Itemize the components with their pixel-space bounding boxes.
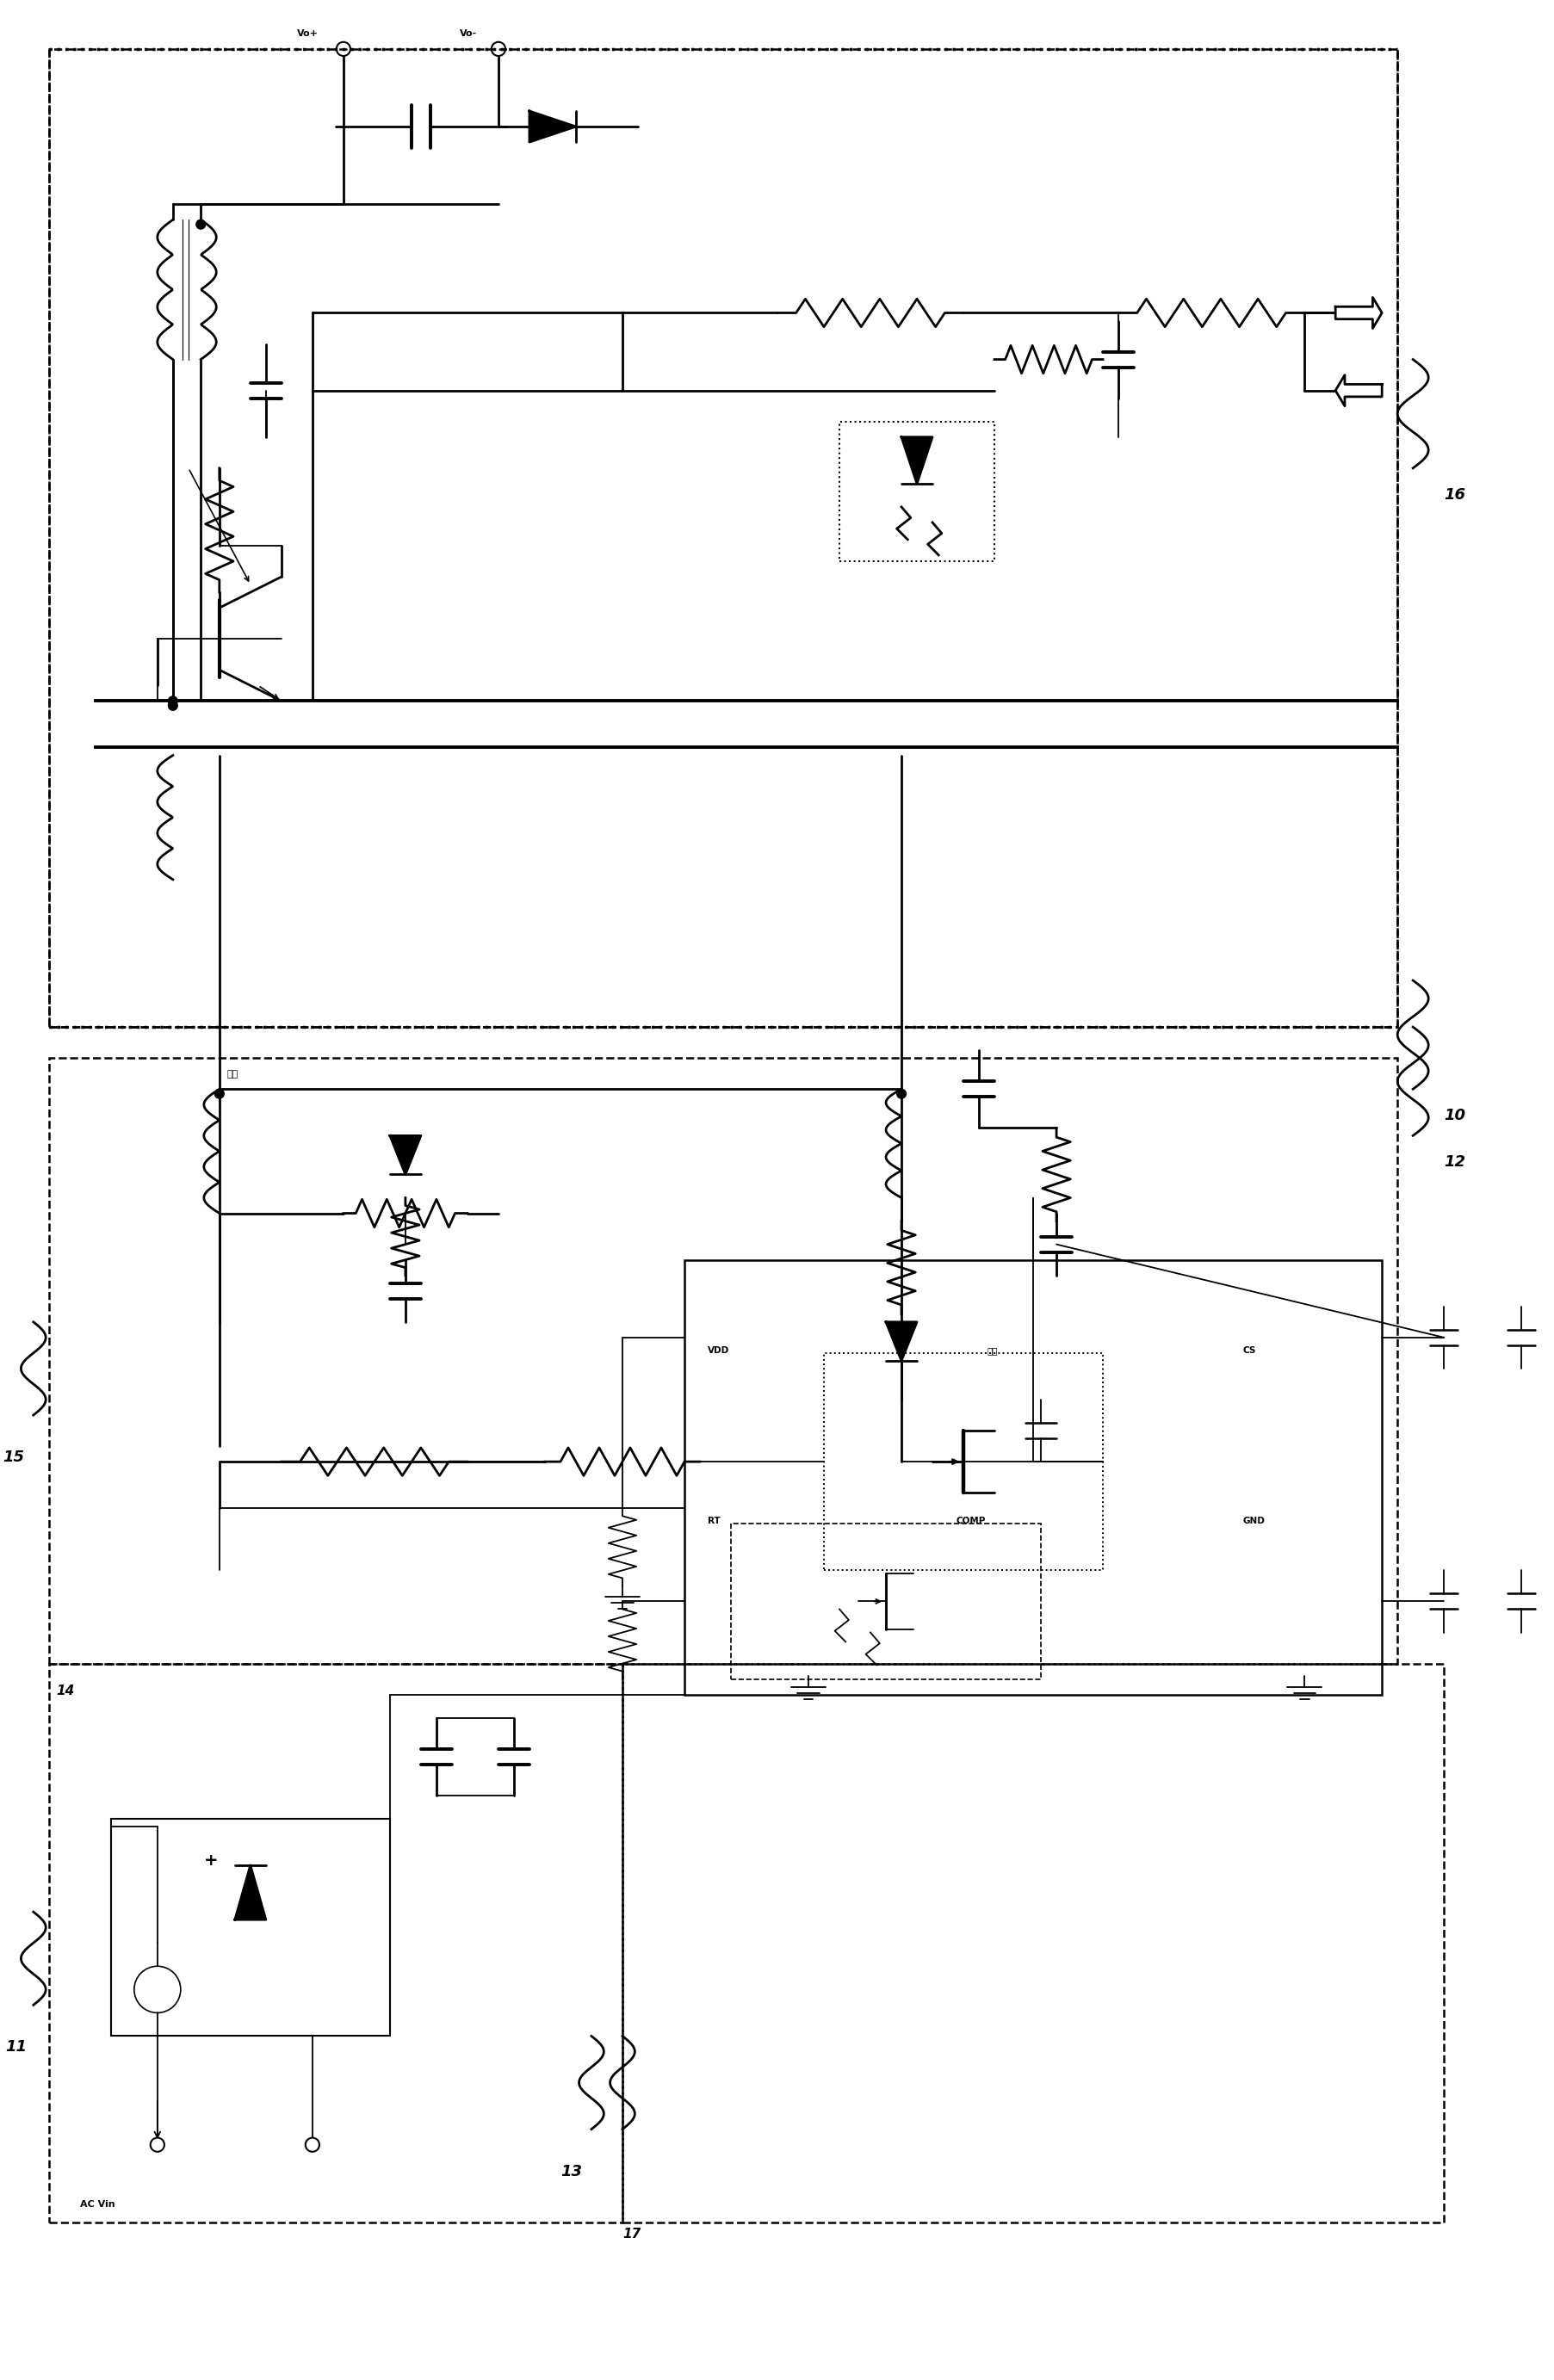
Polygon shape bbox=[528, 112, 575, 143]
Text: 14: 14 bbox=[56, 1685, 75, 1697]
Text: Vo+: Vo+ bbox=[297, 29, 319, 38]
Text: 17: 17 bbox=[622, 2228, 640, 2240]
Bar bbox=[824, 1352, 1102, 1571]
Bar bbox=[622, 1664, 1444, 2223]
Polygon shape bbox=[390, 1135, 421, 1173]
Text: 16: 16 bbox=[1444, 488, 1465, 502]
Text: 漏极: 漏极 bbox=[227, 1069, 238, 1078]
Bar bbox=[48, 50, 1397, 1028]
Text: RT: RT bbox=[707, 1516, 720, 1526]
Circle shape bbox=[897, 1090, 906, 1100]
Polygon shape bbox=[235, 1866, 266, 1921]
Text: 栅极: 栅极 bbox=[987, 1347, 998, 1354]
Text: AC Vin: AC Vin bbox=[79, 2199, 115, 2209]
Text: 13: 13 bbox=[559, 2163, 581, 2180]
Text: COMP: COMP bbox=[956, 1516, 985, 1526]
Bar bbox=[730, 1523, 1040, 1678]
Text: 10: 10 bbox=[1444, 1109, 1465, 1123]
Text: 11: 11 bbox=[6, 2040, 26, 2054]
Circle shape bbox=[214, 1090, 224, 1100]
Polygon shape bbox=[886, 1321, 917, 1361]
Bar bbox=[684, 1259, 1382, 1695]
Text: GND: GND bbox=[1242, 1516, 1263, 1526]
Polygon shape bbox=[1335, 298, 1382, 328]
Circle shape bbox=[196, 219, 205, 228]
Text: VDD: VDD bbox=[707, 1347, 729, 1354]
Text: +: + bbox=[204, 1852, 218, 1868]
Text: 15: 15 bbox=[3, 1449, 23, 1466]
Polygon shape bbox=[901, 438, 932, 483]
Text: CS: CS bbox=[1242, 1347, 1256, 1354]
Polygon shape bbox=[1335, 376, 1382, 407]
Bar bbox=[110, 1818, 390, 2035]
Bar bbox=[48, 1059, 1397, 1664]
Circle shape bbox=[168, 697, 177, 704]
Circle shape bbox=[168, 702, 177, 709]
Text: Vo-: Vo- bbox=[460, 29, 477, 38]
Text: 12: 12 bbox=[1444, 1154, 1465, 1171]
Bar bbox=[48, 1664, 622, 2223]
Bar bbox=[839, 421, 995, 562]
